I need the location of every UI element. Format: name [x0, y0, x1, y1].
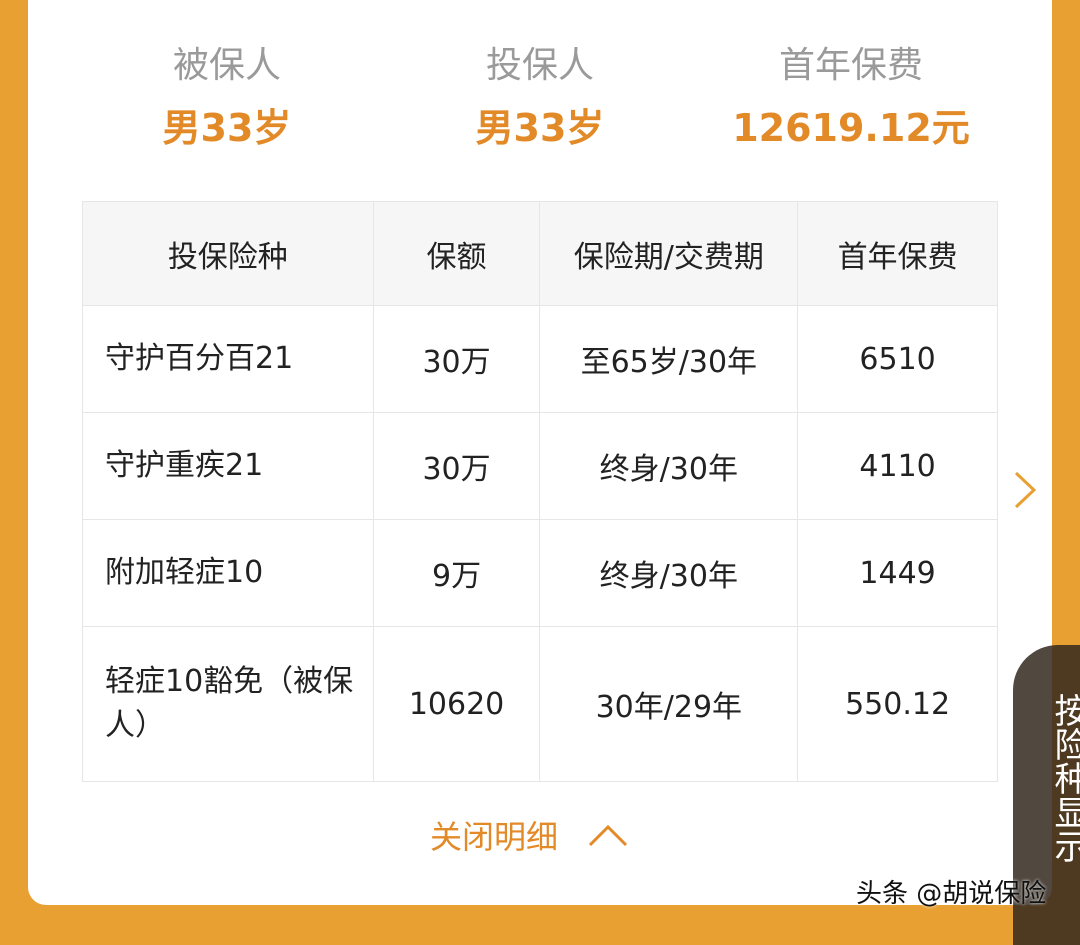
header-period: 保险期/交费期	[539, 201, 799, 306]
policyholder-value: 男33岁	[475, 106, 605, 150]
insured-value: 男33岁	[162, 106, 292, 150]
policyholder-summary: 投保人 男33岁	[390, 40, 690, 158]
cell-amount: 9万	[372, 519, 541, 627]
cell-product: 轻症10豁免（被保人）	[82, 626, 374, 782]
cell-premium: 4110	[797, 412, 998, 520]
close-details-label: 关闭明细	[430, 818, 559, 856]
header-premium: 首年保费	[797, 201, 998, 306]
insured-summary: 被保人 男33岁	[77, 40, 377, 158]
cell-product: 守护重疾21	[82, 412, 374, 520]
premium-label: 首年保费	[778, 45, 923, 86]
cell-premium: 550.12	[797, 626, 998, 782]
table-header: 投保险种 保额 保险期/交费期 首年保费	[82, 201, 998, 306]
cell-premium: 1449	[797, 519, 998, 627]
header-amount: 保额	[372, 201, 541, 306]
cell-period: 终身/30年	[539, 412, 799, 520]
cell-premium: 6510	[797, 305, 998, 413]
cell-product: 附加轻症10	[82, 519, 374, 627]
show-by-product-label: 按险种显示	[1048, 693, 1080, 863]
close-details-button[interactable]: 关闭明细	[430, 812, 628, 858]
cell-period: 终身/30年	[539, 519, 799, 627]
watermark: 头条 @胡说保险	[856, 879, 1047, 909]
cell-product: 守护百分百21	[82, 305, 374, 413]
cell-period: 30年/29年	[539, 626, 799, 782]
chevron-up-icon	[588, 824, 628, 847]
premium-summary: 首年保费 12619.12元	[701, 40, 1001, 158]
policyholder-label: 投保人	[485, 45, 594, 86]
cell-amount: 30万	[372, 305, 541, 413]
cell-period: 至65岁/30年	[539, 305, 799, 413]
header-product: 投保险种	[82, 201, 374, 306]
insured-label: 被保人	[172, 45, 281, 86]
cell-amount: 30万	[372, 412, 541, 520]
table-row: 轻症10豁免（被保人） 10620 30年/29年 550.12	[82, 626, 998, 782]
chevron-right-icon[interactable]	[1012, 470, 1038, 520]
cell-amount: 10620	[372, 626, 541, 782]
table-row: 守护重疾21 30万 终身/30年 4110	[82, 412, 998, 520]
coverage-table: 投保险种 保额 保险期/交费期 首年保费 守护百分百21 30万 至65岁/30…	[82, 201, 998, 782]
table-row: 附加轻症10 9万 终身/30年 1449	[82, 519, 998, 627]
table-row: 守护百分百21 30万 至65岁/30年 6510	[82, 305, 998, 413]
premium-value: 12619.12元	[732, 106, 970, 150]
show-by-product-button[interactable]: 按险种显示	[1013, 645, 1080, 945]
